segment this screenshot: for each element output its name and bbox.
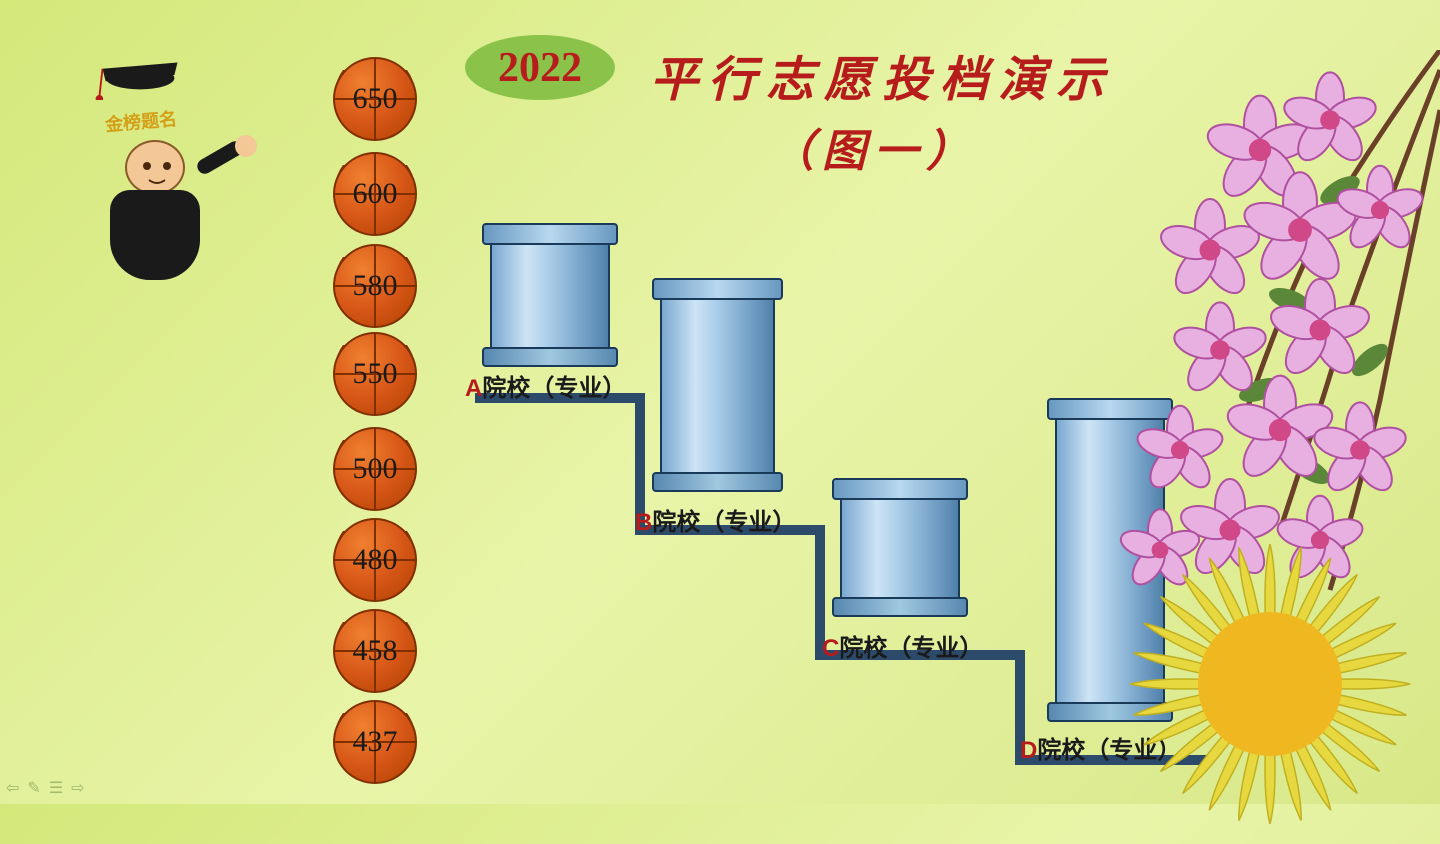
ball-value: 458 <box>353 634 398 668</box>
school-cylinder <box>490 235 610 355</box>
ball-value: 600 <box>353 177 398 211</box>
ball-value: 480 <box>353 543 398 577</box>
school-label: C院校（专业） <box>822 628 983 663</box>
school-label: A院校（专业） <box>465 368 626 403</box>
prev-icon[interactable]: ⇦ <box>6 778 19 798</box>
nav-arrows[interactable]: ⇦ ✎ ☰ ⇨ <box>6 778 85 798</box>
ball-value: 437 <box>353 725 398 759</box>
school-cylinder <box>840 490 960 605</box>
next-icon[interactable]: ⇨ <box>71 778 84 798</box>
school-label: B院校（专业） <box>635 502 796 537</box>
school-cylinder <box>660 290 775 480</box>
menu-icon[interactable]: ☰ <box>49 778 63 798</box>
ball-value: 650 <box>353 82 398 116</box>
ball-value: 550 <box>353 357 398 391</box>
sunflower-decoration <box>1110 524 1430 844</box>
ball-value: 500 <box>353 452 398 486</box>
ball-value: 580 <box>353 269 398 303</box>
pen-icon[interactable]: ✎ <box>27 778 40 798</box>
